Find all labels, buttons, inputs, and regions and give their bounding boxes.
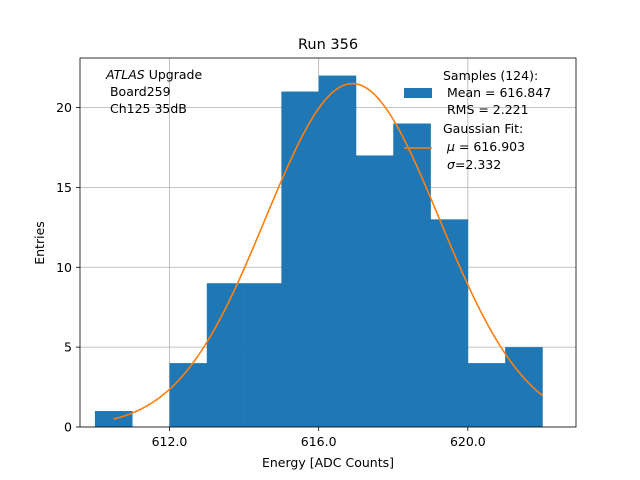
legend-sigma-value: =2.332 (455, 157, 501, 172)
legend: Samples (124): Mean = 616.847 RMS = 2.22… (404, 68, 551, 172)
histogram-bar (281, 91, 319, 427)
legend-mu-value: = 616.903 (455, 139, 525, 154)
x-tick-label: 620.0 (450, 434, 486, 449)
histogram-bar (169, 363, 208, 427)
svg-text:ATLAS Upgrade: ATLAS Upgrade (105, 67, 202, 82)
histogram-bar (318, 75, 357, 428)
y-tick-label: 10 (56, 260, 72, 275)
y-tick-label: 20 (56, 100, 72, 115)
histogram-bar (244, 283, 282, 427)
histogram-bar (393, 123, 431, 428)
legend-mu-symbol: μ (446, 139, 455, 154)
atlas-annotation: ATLAS Upgrade Board259 Ch125 35dB (105, 67, 202, 116)
histogram-bar (467, 363, 506, 427)
x-axis-ticks: 612.0 616.0 620.0 (152, 427, 486, 449)
legend-hist-line-3: RMS = 2.221 (443, 102, 529, 117)
y-axis-label: Entries (32, 221, 47, 265)
histogram-bar (355, 155, 394, 427)
legend-sigma-symbol: σ (447, 157, 456, 172)
legend-hist-line-2: Mean = 616.847 (443, 85, 551, 100)
plot-frame (79, 57, 577, 428)
x-tick-label: 612.0 (152, 434, 188, 449)
svg-text:σ=2.332: σ=2.332 (447, 157, 501, 172)
channel-label: Ch125 35dB (106, 101, 187, 116)
histogram-bar (206, 283, 245, 427)
chart-title: Run 356 (298, 37, 358, 53)
histogram-bar (505, 347, 543, 427)
y-tick-label: 0 (64, 420, 72, 435)
gaussian-fit-curve (113, 82, 543, 420)
x-tick-label: 616.0 (301, 434, 337, 449)
histogram-bar (430, 219, 469, 427)
legend-hist-swatch (404, 88, 432, 98)
legend-fit-title: Gaussian Fit: (443, 121, 523, 136)
atlas-label: ATLAS (105, 67, 145, 82)
upgrade-label: Upgrade (145, 67, 203, 82)
board-label: Board259 (106, 84, 171, 99)
y-axis-ticks: 0 5 10 15 20 (56, 100, 80, 435)
svg-text:μ = 616.903: μ = 616.903 (446, 139, 525, 154)
y-tick-label: 5 (64, 340, 72, 355)
legend-hist-line-1: Samples (124): (443, 68, 538, 83)
x-axis-label: Energy [ADC Counts] (262, 455, 394, 470)
y-tick-label: 15 (56, 180, 72, 195)
